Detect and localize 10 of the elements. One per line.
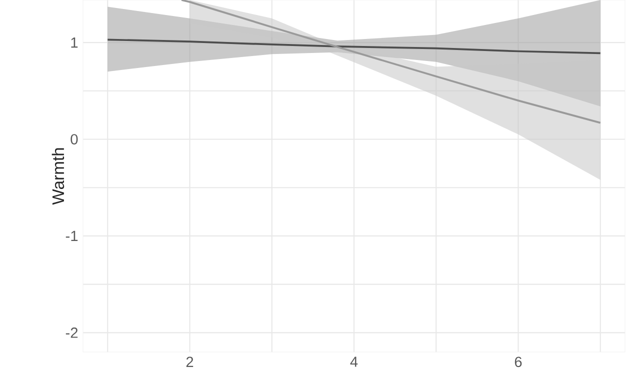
y-tick-label: 0 xyxy=(70,134,78,144)
y-tick-label: -2 xyxy=(66,328,78,338)
y-tick-label: -1 xyxy=(66,230,78,241)
x-tick-label: 6 xyxy=(514,356,522,368)
line-series xyxy=(106,38,602,54)
line-series xyxy=(180,0,602,124)
y-tick-label: 1 xyxy=(71,38,78,48)
y-axis-title: Warmth xyxy=(52,148,64,205)
x-tick-label: 4 xyxy=(350,356,358,367)
x-tick-label: 2 xyxy=(186,356,194,367)
